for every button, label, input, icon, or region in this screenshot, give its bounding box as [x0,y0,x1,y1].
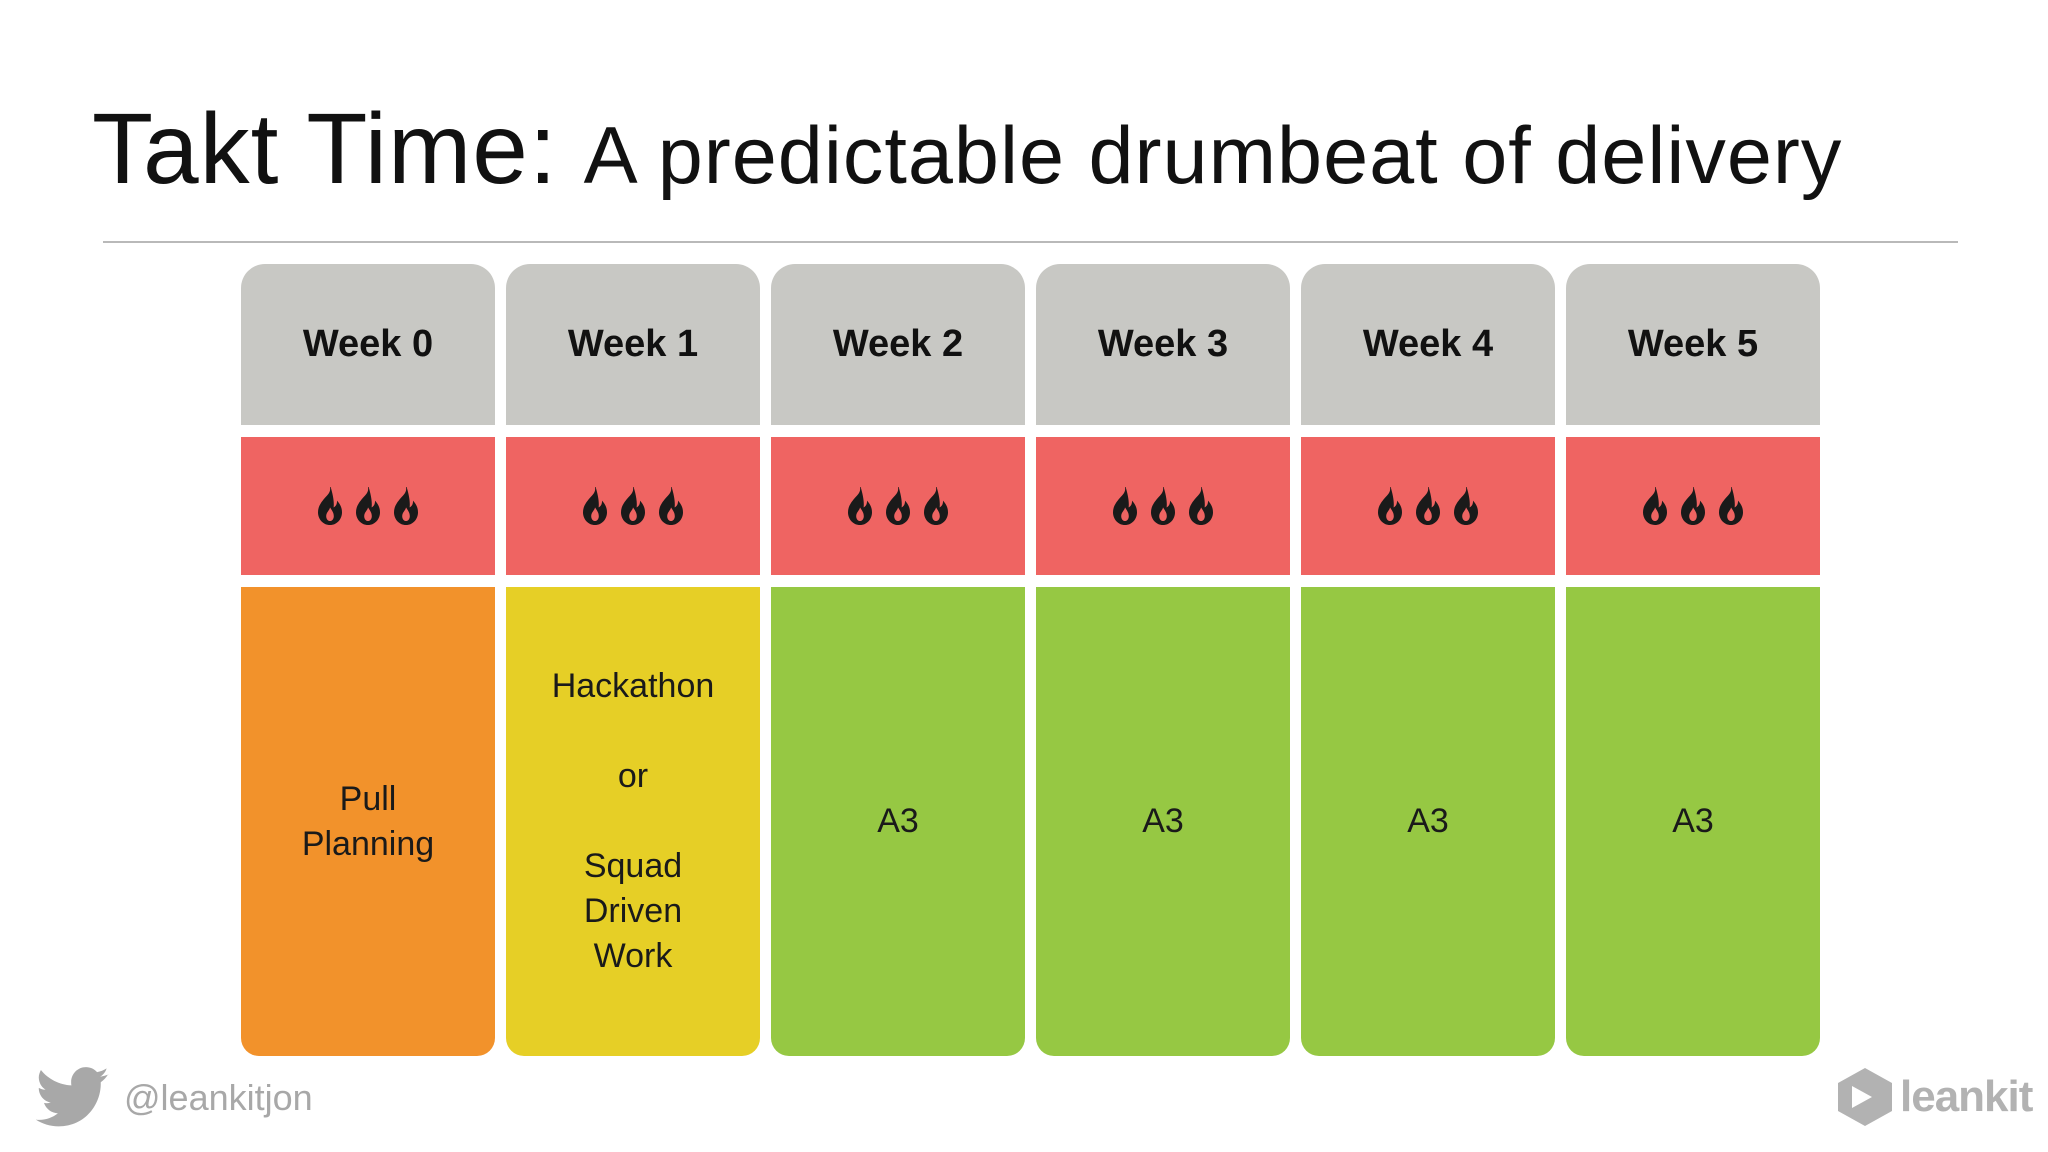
flame-icon [617,485,649,525]
week-activity: Pull Planning [241,587,495,1056]
week-board: Week 0 Pull Planning Week 1 Hackathon or… [241,264,1823,1056]
week-header: Week 5 [1566,264,1820,425]
activity-line: A3 [1407,802,1449,840]
fire-row [771,437,1025,575]
twitter-handle[interactable]: @leankitjon [36,1067,313,1129]
flame-icon [1147,485,1179,525]
week-column-2: Week 2 A3 [771,264,1025,1056]
fire-row [1566,437,1820,575]
flame-icon [1374,485,1406,525]
week-header: Week 4 [1301,264,1555,425]
flame-icon [1677,485,1709,525]
week-column-3: Week 3 A3 [1036,264,1290,1056]
twitter-bird-icon [36,1067,110,1129]
week-header: Week 2 [771,264,1025,425]
title-divider [103,241,1958,243]
activity-line: A3 [1672,802,1714,840]
week-header: Week 1 [506,264,760,425]
flame-icon [314,485,346,525]
flame-icon [1639,485,1671,525]
activity-line: A3 [877,802,919,840]
week-activity: Hackathon or Squad Driven Work [506,587,760,1056]
week-column-4: Week 4 A3 [1301,264,1555,1056]
week-header: Week 0 [241,264,495,425]
week-column-1: Week 1 Hackathon or Squad Driven Work [506,264,760,1056]
flame-icon [352,485,384,525]
week-column-5: Week 5 A3 [1566,264,1820,1056]
flame-icon [1715,485,1747,525]
flame-icon [920,485,952,525]
activity-line: or [617,757,649,795]
fire-row [241,437,495,575]
fire-row [1036,437,1290,575]
flame-icon [579,485,611,525]
activity-line: Squad [583,847,683,885]
leankit-brand: leankit [1838,1068,2033,1126]
week-activity: A3 [1036,587,1290,1056]
flame-icon [1109,485,1141,525]
twitter-handle-text: @leankitjon [124,1077,313,1118]
activity-line: Driven [583,892,683,930]
activity-line: A3 [1142,802,1184,840]
activity-line: Work [593,937,673,975]
leankit-logo-icon [1838,1068,1892,1126]
title-main: Takt Time: [92,93,558,205]
week-column-0: Week 0 Pull Planning [241,264,495,1056]
flame-icon [882,485,914,525]
week-header: Week 3 [1036,264,1290,425]
flame-icon [1450,485,1482,525]
activity-line: Hackathon [551,667,715,705]
activity-line: Planning [301,824,435,863]
flame-icon [1185,485,1217,525]
title-subtitle: A predictable drumbeat of delivery [583,111,1843,201]
flame-icon [390,485,422,525]
week-activity: A3 [1566,587,1820,1056]
fire-row [1301,437,1555,575]
week-activity: A3 [1301,587,1555,1056]
week-activity: A3 [771,587,1025,1056]
activity-line: Pull [339,779,397,818]
flame-icon [655,485,687,525]
flame-icon [1412,485,1444,525]
brand-name: leankit [1900,1072,2033,1121]
fire-row [506,437,760,575]
slide-title: Takt Time: A predictable drumbeat of del… [92,92,1842,212]
flame-icon [844,485,876,525]
